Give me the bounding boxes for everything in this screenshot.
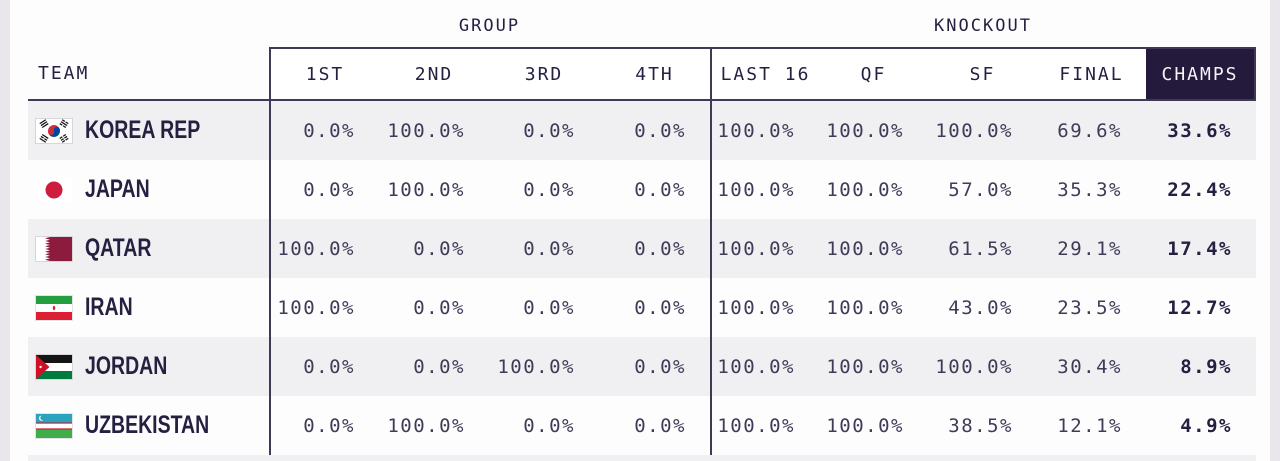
- group-3rd-value: 100.0%: [489, 337, 599, 396]
- flag-iran-icon: [36, 295, 72, 320]
- group-4th-header: 4TH: [599, 47, 710, 99]
- champs-value: 22.4%: [1146, 160, 1256, 219]
- section-labels-row: GROUP KNOCKOUT: [28, 0, 1256, 47]
- knockout-section-label: KNOCKOUT: [934, 15, 1032, 36]
- team-cell: IRAN: [28, 278, 269, 337]
- champs-header: CHAMPS: [1146, 47, 1256, 99]
- table-body: KOREA REP 0.0% 100.0% 0.0% 0.0% 100.0% 1…: [28, 101, 1256, 455]
- group-section-label: GROUP: [458, 15, 521, 36]
- last16-value: 100.0%: [710, 337, 819, 396]
- qf-value: 100.0%: [819, 101, 928, 160]
- group-2nd-value: 0.0%: [379, 278, 489, 337]
- sf-value: 57.0%: [928, 160, 1037, 219]
- group-2nd-value: 100.0%: [379, 160, 489, 219]
- last16-value: 100.0%: [710, 278, 819, 337]
- group-2nd-value: 0.0%: [379, 337, 489, 396]
- group-1st-header: 1ST: [269, 47, 379, 99]
- final-value: 29.1%: [1037, 219, 1146, 278]
- group-4th-value: 0.0%: [599, 337, 710, 396]
- group-3rd-value: 0.0%: [489, 219, 599, 278]
- sf-header: SF: [928, 47, 1037, 99]
- qf-value: 100.0%: [819, 278, 928, 337]
- last16-value: 100.0%: [710, 396, 819, 455]
- last16-value: 100.0%: [710, 219, 819, 278]
- group-2nd-value: 100.0%: [379, 101, 489, 160]
- group-3rd-header: 3RD: [489, 47, 599, 99]
- team-name: IRAN: [85, 293, 133, 321]
- champs-value: 12.7%: [1146, 278, 1256, 337]
- group-1st-value: 0.0%: [269, 337, 379, 396]
- content-panel: GROUP KNOCKOUT TEAM 1ST 2ND 3RD 4TH LAST…: [10, 0, 1270, 461]
- team-cell: JORDAN: [28, 337, 269, 396]
- qf-value: 100.0%: [819, 396, 928, 455]
- last16-value: 100.0%: [710, 101, 819, 160]
- sf-value: 43.0%: [928, 278, 1037, 337]
- team-name: QATAR: [85, 234, 152, 262]
- team-cell: KOREA REP: [28, 101, 269, 160]
- group-1st-value: 100.0%: [269, 278, 379, 337]
- table-row: UZBEKISTAN 0.0% 100.0% 0.0% 0.0% 100.0% …: [28, 396, 1256, 455]
- group-2nd-header: 2ND: [379, 47, 489, 99]
- group-1st-value: 0.0%: [269, 396, 379, 455]
- last16-value: 100.0%: [710, 160, 819, 219]
- flag-south-korea-icon: [36, 118, 72, 143]
- group-2nd-value: 0.0%: [379, 219, 489, 278]
- team-cell: JAPAN: [28, 160, 269, 219]
- flag-jordan-icon: [36, 354, 72, 379]
- qf-value: 100.0%: [819, 219, 928, 278]
- team-name: JORDAN: [85, 352, 168, 380]
- team-cell: QATAR: [28, 219, 269, 278]
- sf-value: 100.0%: [928, 337, 1037, 396]
- team-cell: UZBEKISTAN: [28, 396, 269, 455]
- group-4th-value: 0.0%: [599, 396, 710, 455]
- group-2nd-value: 100.0%: [379, 396, 489, 455]
- group-1st-value: 0.0%: [269, 101, 379, 160]
- flag-japan-icon: [36, 177, 72, 202]
- next-row-partial: [28, 455, 1256, 461]
- header-divider-line: [28, 99, 1256, 101]
- table-row: QATAR 100.0% 0.0% 0.0% 0.0% 100.0% 100.0…: [28, 219, 1256, 278]
- qf-value: 100.0%: [819, 160, 928, 219]
- final-value: 69.6%: [1037, 101, 1146, 160]
- column-header-row: TEAM 1ST 2ND 3RD 4TH LAST 16 QF SF FINAL…: [28, 47, 1256, 99]
- qf-value: 100.0%: [819, 337, 928, 396]
- group-4th-value: 0.0%: [599, 278, 710, 337]
- final-value: 35.3%: [1037, 160, 1146, 219]
- champs-value: 17.4%: [1146, 219, 1256, 278]
- table-row: KOREA REP 0.0% 100.0% 0.0% 0.0% 100.0% 1…: [28, 101, 1256, 160]
- final-value: 30.4%: [1037, 337, 1146, 396]
- sf-value: 100.0%: [928, 101, 1037, 160]
- last16-header: LAST 16: [710, 47, 819, 99]
- final-header: FINAL: [1037, 47, 1146, 99]
- flag-uzbekistan-icon: [36, 413, 72, 438]
- sf-value: 61.5%: [928, 219, 1037, 278]
- team-name: JAPAN: [85, 175, 150, 203]
- group-4th-value: 0.0%: [599, 160, 710, 219]
- sf-value: 38.5%: [928, 396, 1037, 455]
- group-3rd-value: 0.0%: [489, 101, 599, 160]
- group-1st-value: 0.0%: [269, 160, 379, 219]
- group-4th-value: 0.0%: [599, 219, 710, 278]
- champs-value: 33.6%: [1146, 101, 1256, 160]
- qf-header: QF: [819, 47, 928, 99]
- flag-qatar-icon: [36, 236, 72, 261]
- group-3rd-value: 0.0%: [489, 278, 599, 337]
- champs-value: 4.9%: [1146, 396, 1256, 455]
- team-column-header: TEAM: [38, 62, 90, 84]
- group-4th-value: 0.0%: [599, 101, 710, 160]
- champs-value: 8.9%: [1146, 337, 1256, 396]
- team-name: KOREA REP: [85, 116, 201, 144]
- table-row: JORDAN 0.0% 0.0% 100.0% 0.0% 100.0% 100.…: [28, 337, 1256, 396]
- table-row: JAPAN 0.0% 100.0% 0.0% 0.0% 100.0% 100.0…: [28, 160, 1256, 219]
- table-row: IRAN 100.0% 0.0% 0.0% 0.0% 100.0% 100.0%…: [28, 278, 1256, 337]
- group-3rd-value: 0.0%: [489, 396, 599, 455]
- final-value: 23.5%: [1037, 278, 1146, 337]
- group-3rd-value: 0.0%: [489, 160, 599, 219]
- probability-table: GROUP KNOCKOUT TEAM 1ST 2ND 3RD 4TH LAST…: [28, 0, 1256, 461]
- team-name: UZBEKISTAN: [85, 411, 210, 439]
- final-value: 12.1%: [1037, 396, 1146, 455]
- group-1st-value: 100.0%: [269, 219, 379, 278]
